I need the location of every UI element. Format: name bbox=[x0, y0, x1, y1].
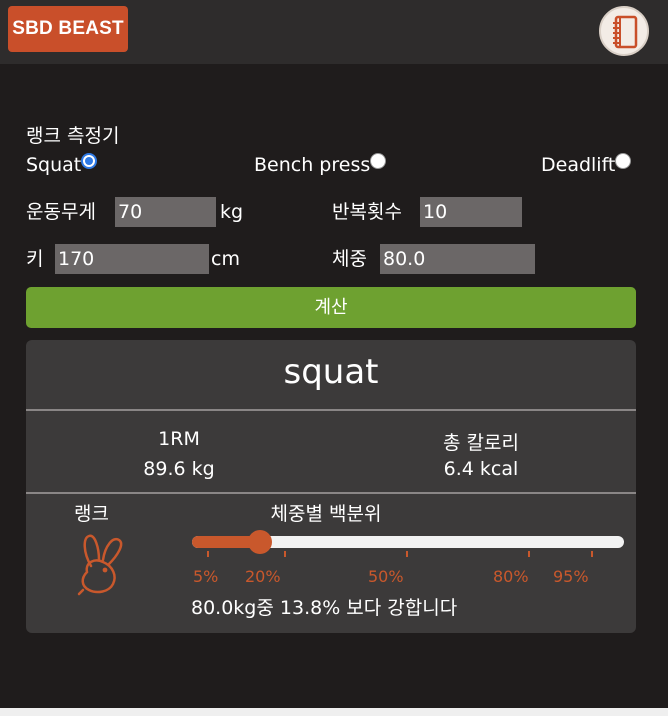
rank-label: 랭크 bbox=[74, 503, 109, 525]
tick-label: 50% bbox=[368, 567, 404, 586]
calculate-button[interactable]: 계산 bbox=[26, 287, 636, 328]
result-summary: 80.0kg중 13.8% 보다 강합니다 bbox=[191, 597, 458, 619]
radio-label: Bench press bbox=[254, 154, 371, 176]
calculator-title: 랭크 측정기 bbox=[26, 125, 120, 147]
radio-option-bench-press[interactable]: Bench press bbox=[254, 150, 387, 180]
divider bbox=[26, 492, 636, 494]
tick-mark bbox=[406, 551, 408, 557]
book-icon[interactable] bbox=[599, 6, 649, 56]
tick-label: 5% bbox=[193, 567, 219, 586]
radio-label: Squat bbox=[26, 154, 82, 176]
height-input[interactable] bbox=[55, 244, 209, 274]
tick-label: 95% bbox=[553, 567, 589, 586]
radio-option-squat[interactable]: Squat bbox=[26, 150, 98, 180]
tick-label: 20% bbox=[245, 567, 281, 586]
percentile-slider-thumb[interactable] bbox=[248, 530, 273, 554]
weight-unit: kg bbox=[220, 201, 244, 223]
percentile-slider-fill bbox=[192, 536, 261, 548]
result-card: squat 1RM 89.6 kg 총 칼로리 6.4 kcal 랭크 체중별 … bbox=[26, 340, 636, 633]
percentile-slider-track bbox=[192, 536, 624, 548]
tick-mark bbox=[591, 551, 593, 557]
brand-logo-button[interactable]: SBD BEAST bbox=[8, 6, 128, 52]
weight-label: 운동무게 bbox=[26, 201, 96, 223]
calories-label: 총 칼로리 bbox=[443, 432, 519, 454]
height-unit: cm bbox=[211, 248, 240, 270]
tick-mark bbox=[284, 551, 286, 557]
one-rm-value: 89.6 kg bbox=[143, 458, 215, 480]
reps-input[interactable] bbox=[420, 197, 522, 227]
tick-label: 80% bbox=[493, 567, 529, 586]
result-exercise-title: squat bbox=[283, 352, 379, 392]
bodyweight-input[interactable] bbox=[380, 244, 535, 274]
tick-mark bbox=[207, 551, 209, 557]
rabbit-icon bbox=[77, 532, 127, 600]
height-label: 키 bbox=[26, 248, 44, 270]
tick-mark bbox=[528, 551, 530, 557]
divider bbox=[26, 409, 636, 411]
header-bar: SBD BEAST bbox=[0, 0, 668, 64]
radio-button-squat[interactable] bbox=[81, 153, 98, 169]
bodyweight-label: 체중 bbox=[332, 248, 367, 270]
radio-button-deadlift[interactable] bbox=[615, 153, 632, 169]
reps-label: 반복횟수 bbox=[332, 201, 402, 223]
radio-label: Deadlift bbox=[541, 154, 616, 176]
radio-option-deadlift[interactable]: Deadlift bbox=[541, 150, 632, 180]
percentile-title: 체중별 백분위 bbox=[270, 503, 382, 525]
radio-button-bench-press[interactable] bbox=[370, 153, 387, 169]
weight-input[interactable] bbox=[115, 197, 216, 227]
one-rm-label: 1RM bbox=[158, 428, 200, 450]
calories-value: 6.4 kcal bbox=[443, 458, 519, 480]
